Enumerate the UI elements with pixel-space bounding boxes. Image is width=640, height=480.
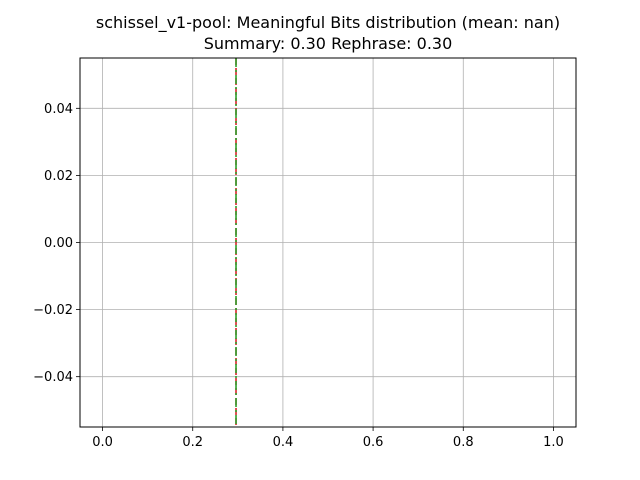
x-tick-label: 0.2 bbox=[182, 435, 203, 450]
chart-subtitle: Summary: 0.30 Rephrase: 0.30 bbox=[204, 34, 453, 53]
y-axis: 0.04 0.02 0.00 −0.02 −0.04 bbox=[33, 102, 80, 385]
y-tick-label: 0.02 bbox=[44, 169, 73, 184]
chart-title: schissel_v1-pool: Meaningful Bits distri… bbox=[96, 13, 560, 33]
grid bbox=[80, 58, 576, 427]
x-tick-label: 0.6 bbox=[363, 435, 384, 450]
x-tick-label: 0.4 bbox=[273, 435, 294, 450]
x-tick-label: 0.8 bbox=[453, 435, 474, 450]
x-tick-label: 1.0 bbox=[543, 435, 564, 450]
y-tick-label: −0.04 bbox=[33, 370, 73, 385]
y-tick-label: −0.02 bbox=[33, 303, 73, 318]
x-axis: 0.0 0.2 0.4 0.6 0.8 1.0 bbox=[92, 427, 564, 450]
x-tick-label: 0.0 bbox=[92, 435, 113, 450]
y-tick-label: 0.04 bbox=[44, 102, 73, 117]
y-tick-label: 0.00 bbox=[44, 236, 73, 251]
